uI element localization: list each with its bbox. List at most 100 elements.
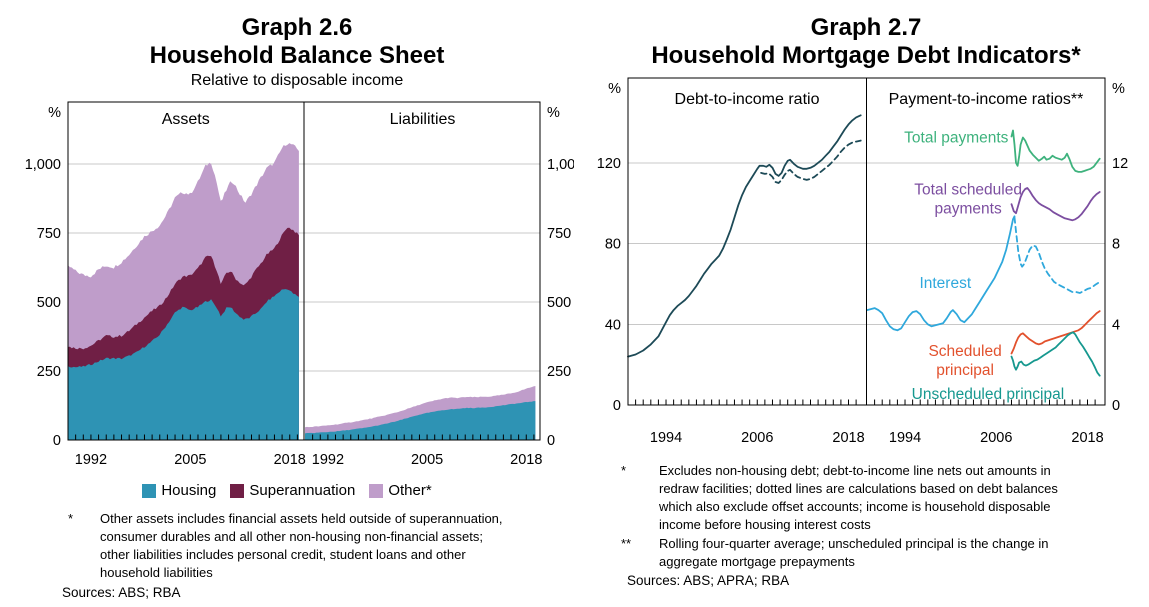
y-tick-label-right: 8 [1112, 237, 1120, 253]
x-tick-label: 2018 [510, 452, 542, 468]
panel-header-liabilities: Liabilities [390, 111, 456, 128]
footnote: ** Rolling four-quarter average; unschedu… [621, 535, 1121, 571]
graph27-number: Graph 2.7 [810, 14, 922, 41]
series-scheduled-principal [1010, 310, 1101, 355]
panel-header-payment-to-income-ratios: Payment-to-income ratios** [889, 91, 1084, 108]
footnote-line: redraw facilities; dotted lines are calc… [659, 481, 1058, 496]
y-tick-label-right: 4 [1112, 317, 1120, 333]
series-label-scheduled-principal: principal [936, 362, 994, 379]
series-total-payments [1010, 129, 1101, 173]
legend-item-housing: Housing [142, 482, 216, 499]
legend-swatch-superannuation [230, 483, 245, 498]
x-tick-label: 1994 [889, 430, 921, 446]
plot-frame [67, 101, 541, 441]
y-tick-label-right: 0 [547, 433, 555, 449]
graph27-title-block: Graph 2.7 Household Mortgage Debt Indica… [577, 14, 1149, 70]
footnote-line: other liabilities includes personal cred… [100, 547, 466, 562]
panel-header-assets: Assets [162, 111, 210, 128]
legend-item-other: Other* [369, 482, 432, 499]
graph27-sources: Sources: ABS; APRA; RBA [627, 573, 790, 588]
x-tick-label: 2018 [1071, 430, 1103, 446]
graph26-number: Graph 2.6 [241, 14, 353, 41]
series-debt-to-income-ratio [627, 114, 862, 358]
x-tick-label: 1992 [312, 452, 344, 468]
graph26-subtitle: Relative to disposable income [190, 72, 404, 89]
x-tick-label: 2018 [274, 452, 306, 468]
panel-debt-to-income-ratio [627, 114, 862, 358]
footnote: * Excludes non-housing debt; debt-to-inco… [621, 462, 1121, 534]
graph26-footnotes: * Other assets includes financial assets … [68, 510, 538, 583]
y-axis-unit-right: % [547, 105, 560, 121]
y-tick-label-left: 750 [37, 226, 61, 242]
y-tick-label-left: 1,000 [25, 157, 61, 173]
graph26-legend: Housing Superannuation Other* [0, 482, 574, 499]
y-tick-label-left: 40 [605, 317, 621, 333]
y-axis-unit-left: % [608, 81, 621, 97]
legend-swatch-other [369, 483, 384, 498]
y-tick-label-left: 120 [597, 156, 621, 172]
panel-header-debt-to-income-ratio: Debt-to-income ratio [675, 91, 820, 108]
y-tick-label-left: 0 [53, 433, 61, 449]
x-minor-ticks [75, 434, 535, 440]
plot-frame [627, 77, 1106, 406]
graph26-sources: Sources: ABS; RBA [62, 585, 181, 600]
y-tick-label-left: 250 [37, 364, 61, 380]
x-minor-ticks [635, 399, 1096, 405]
x-tick-label: 2018 [832, 430, 864, 446]
panel-liabilities [305, 386, 536, 440]
series-total-scheduled-payments [1010, 187, 1101, 222]
footnote-text: Rolling four-quarter average; unschedule… [659, 535, 1121, 571]
graph26-title-block: Graph 2.6 Household Balance Sheet Relati… [10, 14, 584, 90]
y-axis-unit-right: % [1112, 81, 1125, 97]
footnote-line: income before housing interest costs [659, 517, 871, 532]
footnote-marker: * [621, 463, 627, 478]
y-tick-label-left: 500 [37, 295, 61, 311]
series-interest-debt-balances-also-excluding-of [1013, 216, 1101, 294]
footnote-marker: ** [621, 536, 632, 551]
series-label-total-scheduled-payments: payments [935, 201, 1002, 218]
legend-item-superannuation: Superannuation [230, 482, 355, 499]
y-tick-label-right: 0 [1112, 398, 1120, 414]
series-label-total-scheduled-payments: Total scheduled [914, 182, 1022, 199]
graph26-title: Household Balance Sheet [149, 42, 445, 69]
series-label-total-payments: Total payments [904, 130, 1008, 147]
axis-labels: %% 0 0 250 250 500 500 750 750 1,000 1,000 1992 2005… [25, 105, 574, 468]
legend-label: Housing [161, 482, 217, 499]
x-tick-label: 2005 [411, 452, 443, 468]
footnote-marker: * [68, 511, 74, 526]
y-tick-label-left: 0 [613, 398, 621, 414]
x-tick-label: 2006 [741, 430, 773, 446]
series-unscheduled-principal [1010, 331, 1101, 377]
y-tick-label-right: 250 [547, 364, 571, 380]
y-tick-label-right: 750 [547, 226, 571, 242]
footnote-text: Excludes non-housing debt; debt-to-incom… [659, 462, 1121, 534]
area-housing-liabilities [305, 401, 536, 440]
x-tick-label: 1994 [650, 430, 682, 446]
series-label-unscheduled-principal: Unscheduled principal [912, 386, 1065, 403]
graph26-household-balance-sheet-chart: %% 0 0 250 250 500 500 750 750 1,000 1,000 1992 2005… [25, 101, 574, 468]
y-tick-label-right: 1,000 [547, 157, 574, 173]
footnote-line: aggregate mortgage prepayments [659, 554, 855, 569]
legend-swatch-housing [142, 483, 157, 498]
axis-labels: % % 0 40 80 120 0 4 8 12 1994 2006 2018 1994 2006 2018 D… [597, 81, 1128, 446]
y-tick-label-right: 12 [1112, 156, 1128, 172]
panel-assets [68, 143, 299, 440]
area-housing-assets [68, 289, 299, 440]
legend-label: Other* [388, 482, 432, 499]
footnote-line: Excludes non-housing debt; debt-to-incom… [659, 463, 1051, 478]
graph27-household-mortgage-debt-chart: % % 0 40 80 120 0 4 8 12 1994 2006 2018 1994 2006 2018 D… [597, 77, 1128, 446]
series-labels: Total payments Total scheduled payments Int… [904, 130, 1064, 403]
series-debt-to-income-ratio-debt-balances-also- [760, 139, 862, 184]
series-interest [866, 215, 1016, 332]
footnote-line: Other assets includes financial assets h… [100, 511, 503, 526]
y-tick-label-right: 500 [547, 295, 571, 311]
y-axis-unit-left: % [48, 105, 61, 121]
footnote: * Other assets includes financial assets … [68, 510, 538, 582]
series-label-interest: Interest [919, 275, 971, 292]
footnote-line: which also exclude offset accounts; inco… [659, 499, 1051, 514]
panel-payment-to-income-ratios [866, 129, 1101, 377]
x-tick-label: 2006 [980, 430, 1012, 446]
footnote-line: household liabilities [100, 565, 213, 580]
y-tick-label-left: 80 [605, 237, 621, 253]
x-tick-label: 1992 [75, 452, 107, 468]
